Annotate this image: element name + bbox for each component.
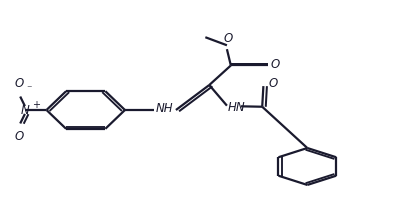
Text: O: O [15, 77, 24, 90]
Text: O: O [15, 130, 24, 143]
Text: ⁻: ⁻ [26, 84, 32, 94]
Text: +: + [32, 100, 40, 110]
Text: N: N [21, 103, 29, 117]
Text: NH: NH [156, 103, 173, 116]
Text: O: O [271, 58, 280, 71]
Text: HN: HN [228, 101, 245, 114]
Text: O: O [224, 32, 233, 45]
Text: O: O [268, 77, 277, 90]
